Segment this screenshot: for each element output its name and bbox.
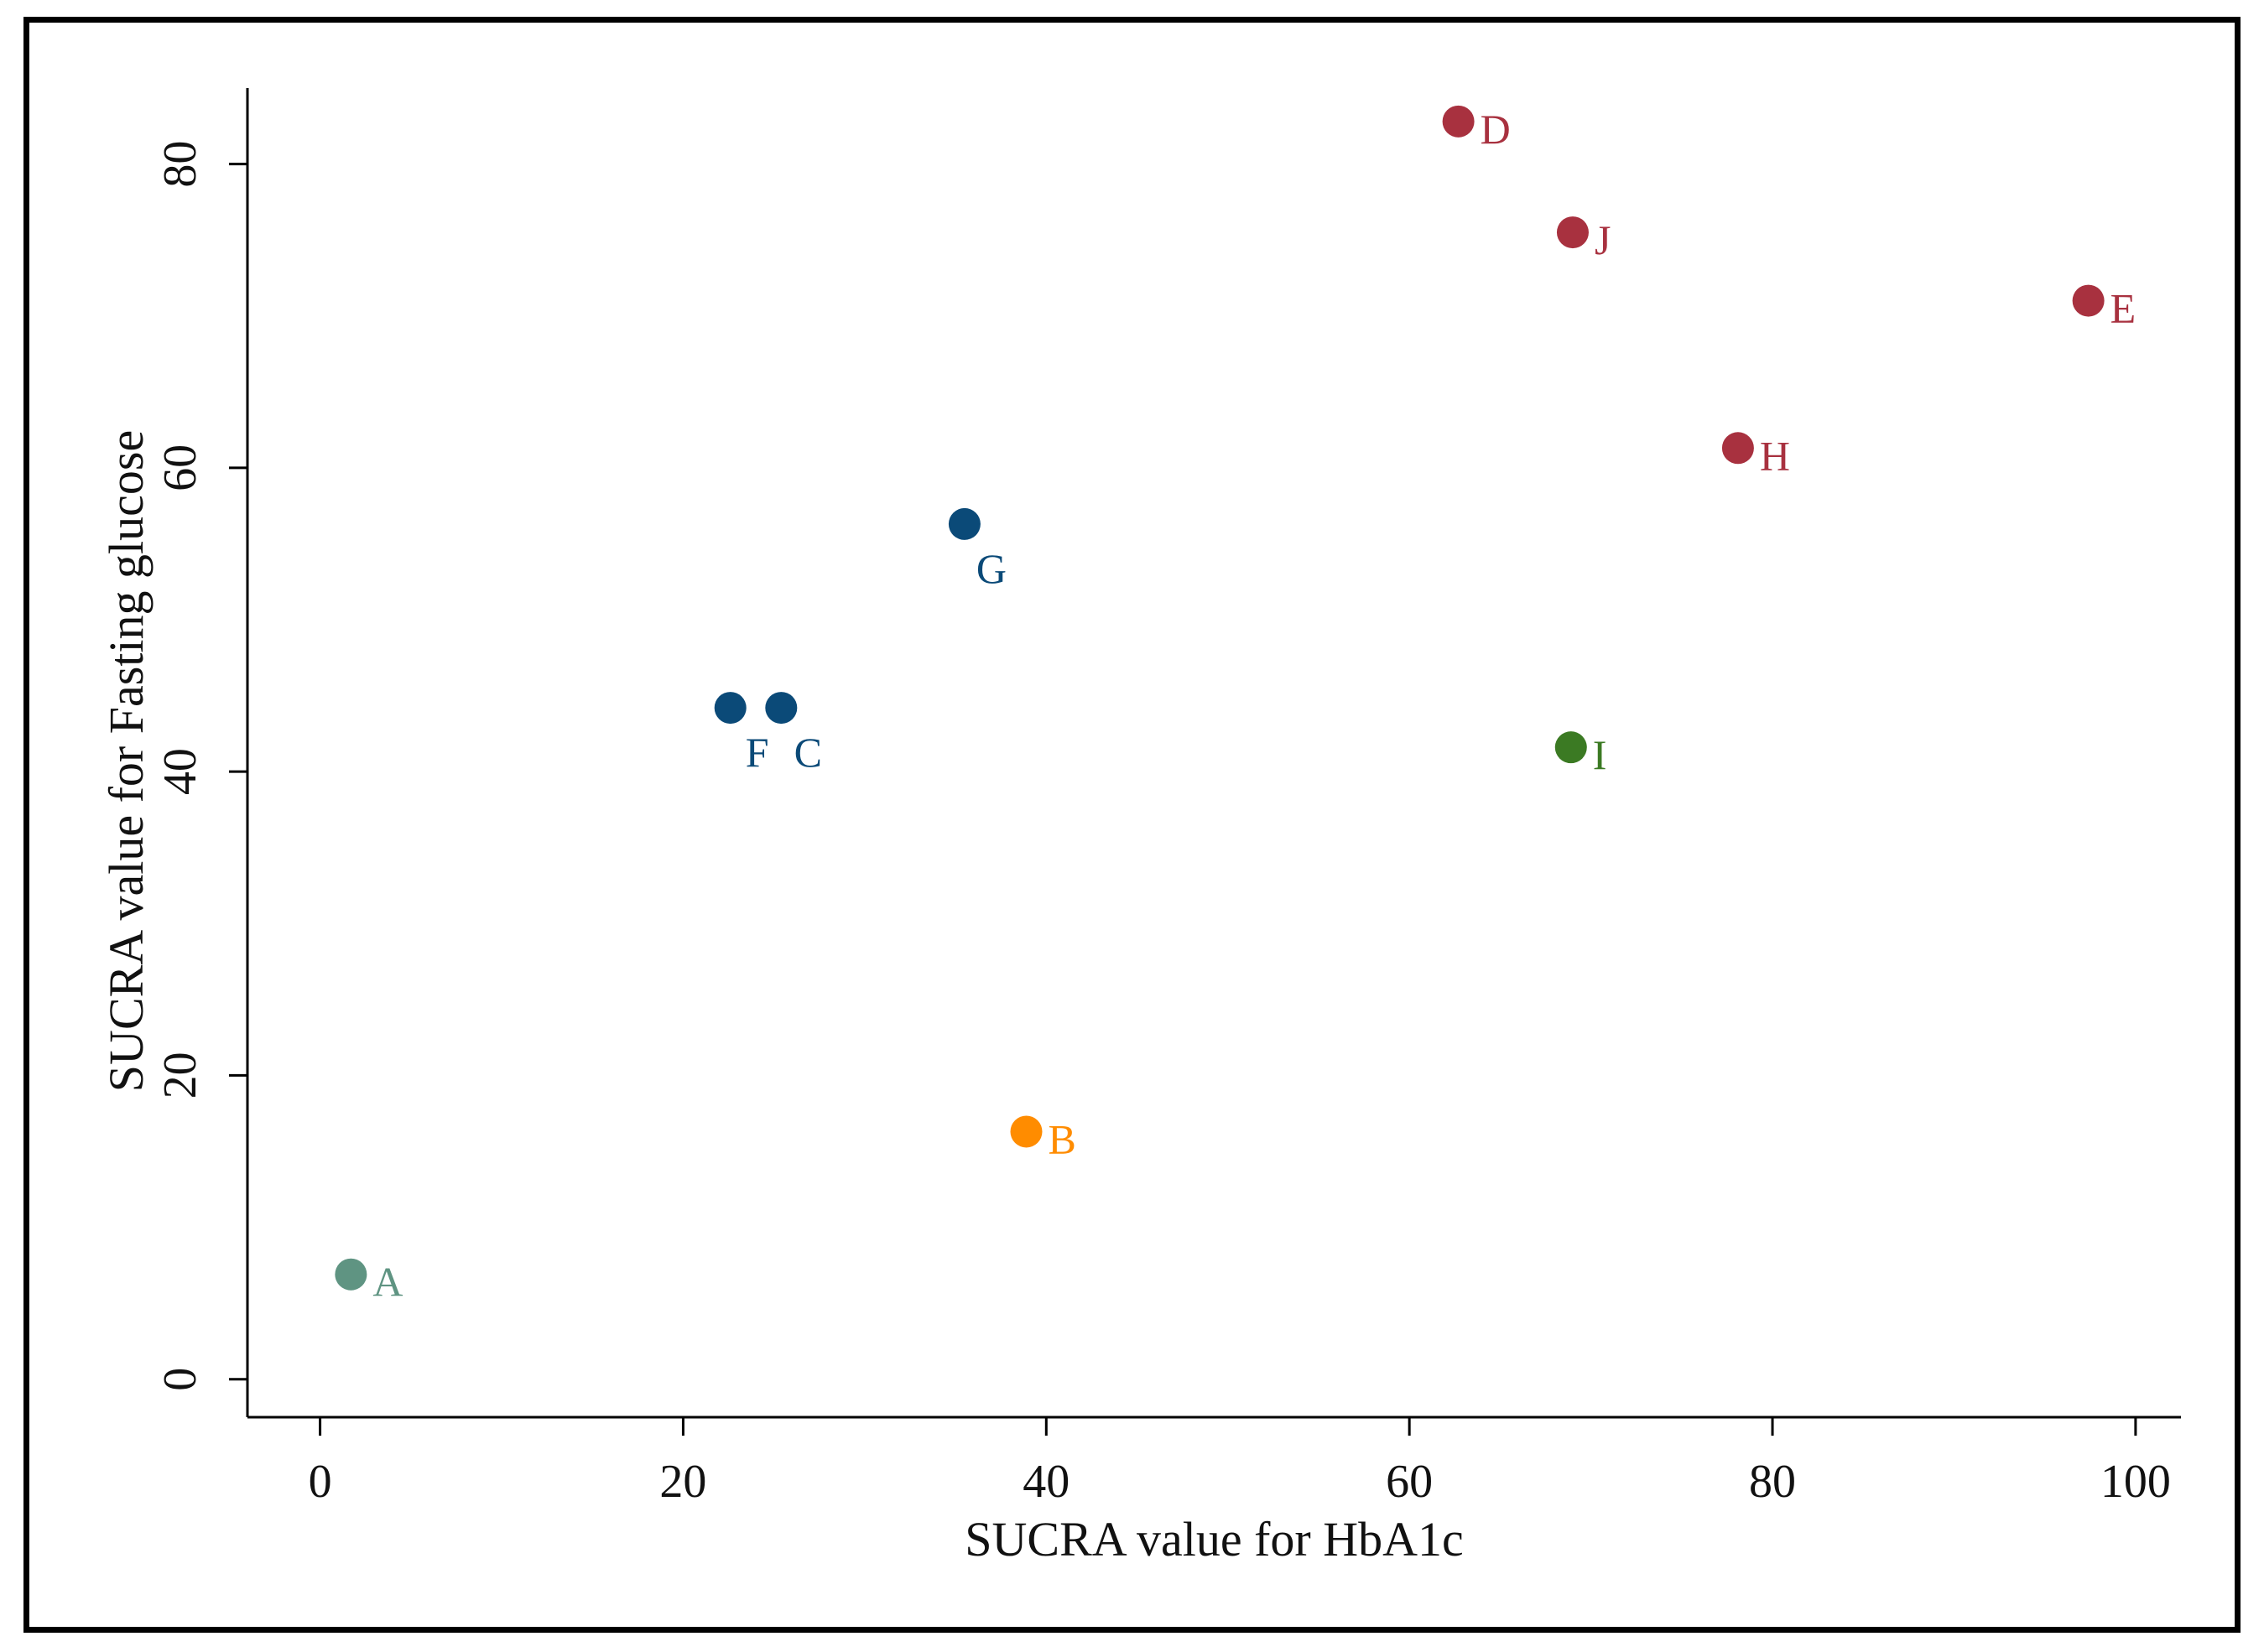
point-j <box>1556 216 1589 249</box>
figure-frame: 0 20 40 60 80 100 0 20 40 60 80 SUCRA value for H… <box>23 17 2241 1633</box>
point-label-d: D <box>1481 106 1511 153</box>
x-tick-label: 0 <box>309 1456 332 1508</box>
point-d <box>1442 105 1475 138</box>
point-label-g: G <box>976 545 1007 592</box>
y-tick-label: 60 <box>154 444 206 491</box>
y-axis-title: SUCRA value for Fasting glucose <box>99 430 154 1092</box>
x-tick-label: 20 <box>659 1456 706 1508</box>
point-f <box>714 692 747 725</box>
data-points: A B C D E F G H I J <box>335 105 2136 1306</box>
x-ticks: 0 20 40 60 80 100 <box>309 1417 2171 1508</box>
y-tick-label: 20 <box>154 1052 206 1099</box>
point-h <box>1721 432 1754 465</box>
point-label-i: I <box>1593 731 1607 778</box>
point-e <box>2072 284 2105 317</box>
point-label-e: E <box>2110 285 2136 332</box>
point-c <box>765 692 798 725</box>
y-tick-label: 80 <box>154 141 206 188</box>
x-tick-label: 40 <box>1023 1456 1070 1508</box>
scatter-plot: 0 20 40 60 80 100 0 20 40 60 80 SUCRA value for H… <box>99 88 2181 1566</box>
point-label-f: F <box>746 729 769 776</box>
x-tick-label: 80 <box>1749 1456 1796 1508</box>
x-tick-label: 100 <box>2100 1456 2171 1508</box>
point-i <box>1554 731 1587 764</box>
axes: 0 20 40 60 80 100 0 20 40 60 80 <box>154 88 2181 1508</box>
point-label-b: B <box>1048 1115 1075 1162</box>
point-label-a: A <box>372 1259 403 1306</box>
point-label-c: C <box>794 729 822 776</box>
y-ticks: 0 20 40 60 80 <box>154 141 247 1391</box>
point-a <box>335 1258 367 1291</box>
point-b <box>1010 1115 1043 1148</box>
y-tick-label: 0 <box>154 1368 206 1391</box>
y-tick-label: 40 <box>154 748 206 795</box>
point-label-h: H <box>1760 432 1790 479</box>
x-tick-label: 60 <box>1386 1456 1433 1508</box>
x-axis-title: SUCRA value for HbA1c <box>965 1512 1463 1566</box>
point-label-j: J <box>1595 216 1611 263</box>
point-g <box>948 507 981 540</box>
